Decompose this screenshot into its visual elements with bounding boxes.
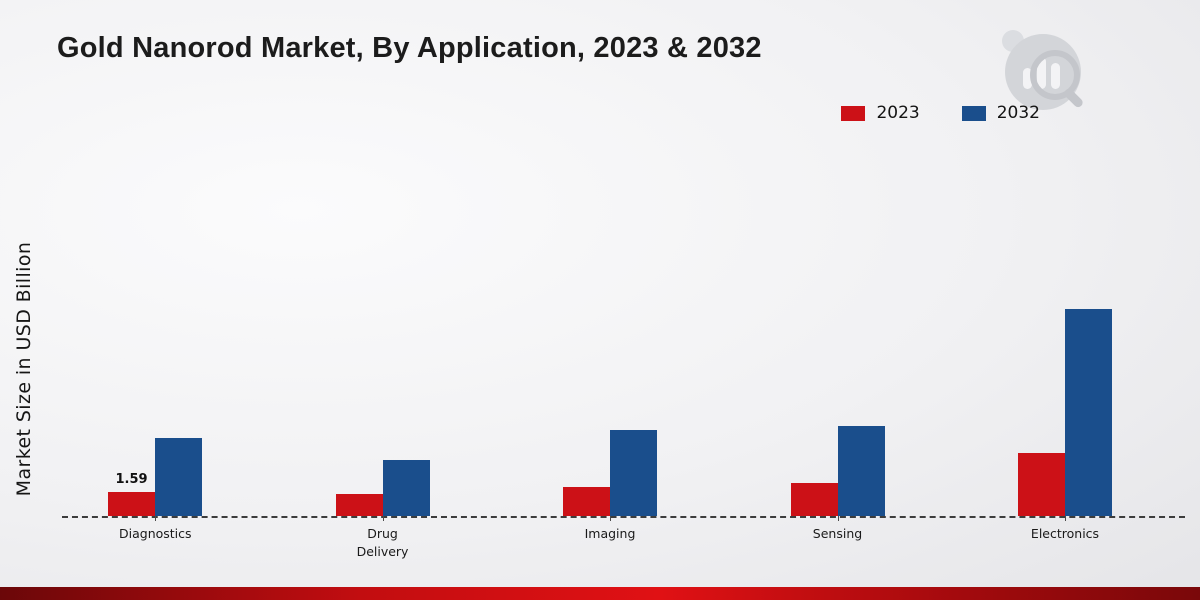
bar-groups: 1.59 Diagnostics Drug Delivery Imaging Sensi… (108, 150, 1112, 559)
bar-group-diagnostics: 1.59 Diagnostics (108, 438, 202, 541)
category-label-sensing: Sensing (812, 526, 863, 541)
category-label-imaging: Imaging (584, 526, 636, 541)
bar-chart-magnifier-logo (996, 26, 1088, 112)
x-axis-tick (1065, 516, 1066, 521)
bar-2032-imaging (610, 430, 657, 516)
x-axis-line (62, 516, 1185, 518)
bar-2032-drug-delivery (382, 460, 430, 516)
bar-pair: 1.59 (108, 438, 202, 516)
bar-pair (335, 460, 430, 516)
x-axis-tick (155, 516, 156, 521)
bar-2023-electronics (1018, 453, 1065, 516)
bar-group-electronics: Electronics (1018, 309, 1112, 541)
chart-title: Gold Nanorod Market, By Application, 202… (57, 32, 762, 64)
legend-item-2032: 2032 (961, 103, 1040, 123)
bar-pair (563, 430, 657, 516)
legend-label-2032: 2032 (996, 103, 1040, 123)
bar-2032-diagnostics (155, 438, 202, 516)
legend-swatch-2032 (961, 105, 986, 121)
legend-swatch-2023 (841, 105, 866, 121)
bar-2023-diagnostics: 1.59 (108, 472, 155, 516)
y-axis-label: Market Size in USD Billion (13, 241, 35, 497)
category-label-diagnostics: Diagnostics (119, 526, 192, 541)
category-label-electronics: Electronics (1030, 526, 1100, 541)
chart-area: 1.59 Diagnostics Drug Delivery Imaging Sensi… (62, 150, 1185, 559)
category-label-drug-delivery: Drug Delivery (356, 526, 409, 559)
logo-graphic (1002, 30, 1083, 110)
x-axis-tick (382, 516, 384, 521)
bar-group-sensing: Sensing (790, 426, 885, 541)
bar-2023-imaging (563, 487, 610, 516)
bar-group-drug-delivery: Drug Delivery (335, 460, 430, 559)
legend: 2023 2032 (841, 103, 1040, 123)
x-axis-tick (610, 516, 611, 521)
x-axis-tick (837, 516, 839, 521)
bar-2032-electronics (1065, 309, 1112, 516)
bar-value-label: 1.59 (115, 472, 148, 487)
bar-2023-drug-delivery (335, 494, 383, 516)
bar-2023-sensing (790, 483, 838, 516)
bar-group-imaging: Imaging (563, 430, 657, 541)
legend-item-2023: 2023 (841, 103, 920, 123)
bar-pair (1018, 309, 1112, 516)
bar-2032-sensing (837, 426, 885, 516)
bar-pair (790, 426, 885, 516)
footer-stripe (0, 587, 1200, 600)
legend-label-2023: 2023 (876, 103, 920, 123)
